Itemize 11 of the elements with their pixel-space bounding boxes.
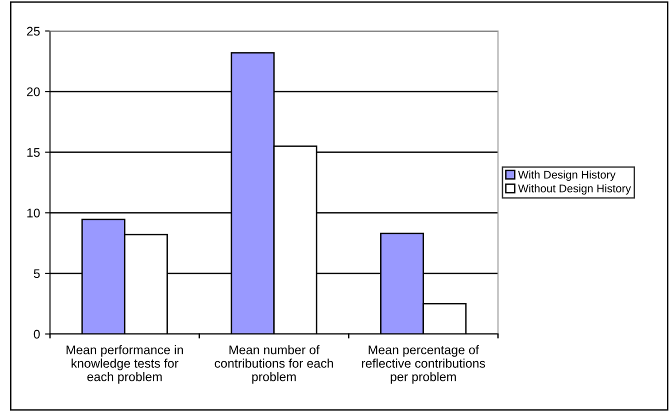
y-tick-label: 5 [34, 269, 40, 278]
x-tick-label: Mean number of contributions for each problem [214, 345, 333, 384]
x-tick-label: Mean performance in knowledge tests for each problem [66, 345, 183, 384]
y-tick-label: 20 [27, 87, 40, 96]
y-tick-label: 25 [27, 26, 40, 36]
y-tick-label: 15 [27, 148, 40, 157]
legend-label: Without Design History [518, 184, 632, 195]
y-tick-label: 0 [34, 330, 40, 339]
x-tick-label: Mean percentage of reflective contributions per problem [362, 345, 486, 384]
y-tick-label: 10 [27, 208, 40, 218]
legend-label: With Design History [518, 170, 616, 181]
